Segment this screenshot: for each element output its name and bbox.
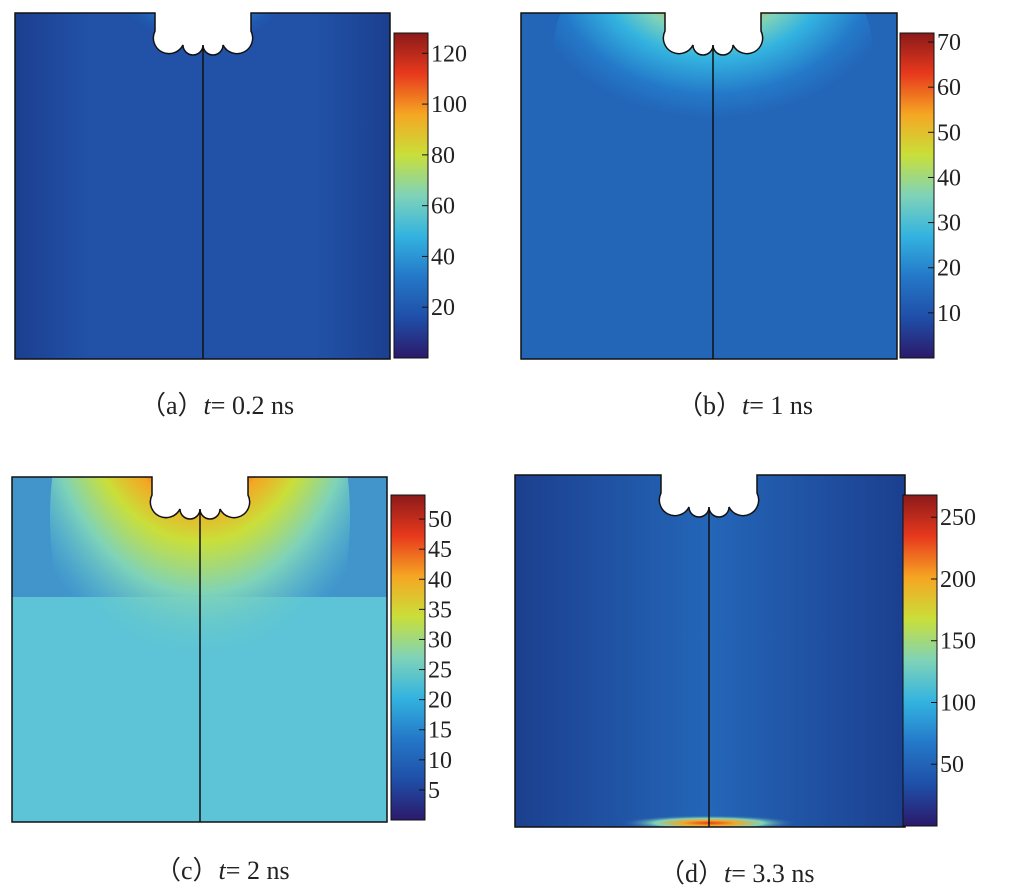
colorbar-tick-label: 70 (937, 32, 961, 56)
colorbar-tick-label: 20 (431, 295, 455, 321)
colorbar-tick-label: 30 (428, 627, 452, 653)
panel-b: 70 60 50 40 30 20 10 （b）t= 1 ns (507, 0, 1014, 448)
colorbar-tick-label: 40 (937, 165, 961, 191)
colorbar-tick-label: 120 (431, 41, 467, 67)
caption-d: （d）t= 3.3 ns (659, 859, 815, 888)
colorbar-tick-label: 10 (937, 301, 961, 327)
colorbar-tick-label: 200 (940, 567, 976, 593)
field-plot-c (11, 476, 388, 823)
colorbar-tick-label: 100 (940, 690, 976, 716)
colorbar-d: 250 200 150 100 50 (902, 494, 976, 827)
colorbar-tick-label: 250 (940, 505, 976, 531)
colorbar-tick-label: 10 (428, 748, 452, 774)
colorbar-tick-label: 30 (937, 211, 961, 237)
panel-d: 250 200 150 100 50 （d）t= 3.3 ns (507, 448, 1014, 896)
colorbar-gradient (899, 32, 935, 359)
panel-a: 120 100 80 60 40 20 （a）t= 0.2 ns (0, 0, 507, 448)
colorbar-tick-label: 45 (428, 537, 452, 563)
colorbar-gradient (393, 32, 429, 359)
colorbar-gradient (902, 494, 938, 827)
colorbar-gradient (390, 494, 426, 821)
colorbar-tick-label: 20 (428, 688, 452, 714)
colorbar-tick-label: 80 (431, 143, 455, 169)
colorbar-tick-label: 100 (431, 92, 467, 118)
colorbar-b: 70 60 50 40 30 20 10 (899, 32, 961, 359)
colorbar-tick-label: 35 (428, 597, 452, 623)
caption-c: （c）t= 2 ns (155, 856, 290, 885)
colorbar-tick-label: 150 (940, 629, 976, 655)
colorbar-tick-label: 15 (428, 718, 452, 744)
colorbar-tick-label: 50 (937, 120, 961, 146)
colorbar-tick-label: 25 (428, 658, 452, 684)
colorbar-a: 120 100 80 60 40 20 (393, 32, 467, 359)
colorbar-tick-label: 60 (431, 194, 455, 220)
field-plot-b (520, 12, 898, 360)
panel-c: 50 45 40 35 30 25 20 15 10 5 （c）t= 2 ns (0, 448, 507, 896)
field-plot-d (514, 474, 906, 828)
colorbar-tick-label: 50 (940, 752, 964, 778)
colorbar-tick-label: 50 (428, 507, 452, 533)
colorbar-tick-label: 5 (428, 778, 440, 804)
colorbar-tick-label: 40 (428, 567, 452, 593)
colorbar-tick-label: 40 (431, 244, 455, 270)
field-plot-a (14, 12, 391, 360)
caption-a: （a）t= 0.2 ns (140, 391, 295, 420)
caption-b: （b）t= 1 ns (677, 391, 814, 420)
colorbar-tick-label: 60 (937, 75, 961, 101)
colorbar-c: 50 45 40 35 30 25 20 15 10 5 (390, 494, 452, 821)
colorbar-tick-label: 20 (937, 256, 961, 282)
